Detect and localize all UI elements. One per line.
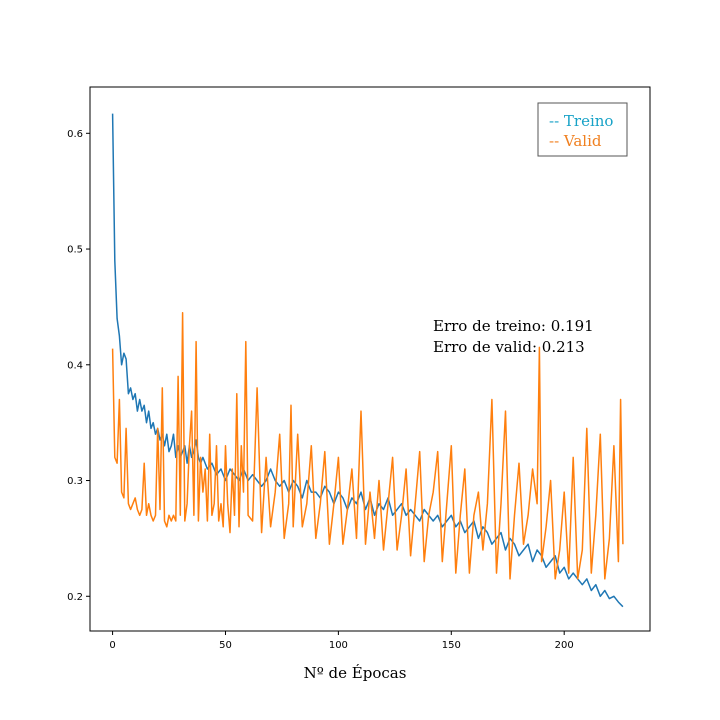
legend-entry-valid: -- Valid [549, 132, 602, 150]
series-line-valid [111, 311, 624, 580]
legend-box [537, 102, 628, 157]
annotation-valid-error: Erro de valid: 0.213 [433, 338, 585, 356]
annotation-train-error: Erro de treino: 0.191 [433, 317, 594, 335]
y-tick-label: 0.6 [67, 129, 83, 140]
y-tick-label: 0.2 [67, 592, 83, 603]
x-tick-label: 0 [109, 640, 115, 651]
x-tick-label: 100 [329, 640, 348, 651]
y-tick-label: 0.3 [67, 476, 83, 487]
legend: -- Treino -- Valid [537, 102, 628, 157]
x-tick-label: 200 [555, 640, 574, 651]
x-tick-label: 50 [219, 640, 232, 651]
legend-entry-treino: -- Treino [549, 112, 613, 130]
x-tick-label: 150 [442, 640, 461, 651]
x-axis: 0 50 100 150 200 [109, 631, 574, 651]
y-axis: 0.2 0.3 0.4 0.5 0.6 [67, 129, 90, 603]
x-axis-label: Nº de Épocas [304, 664, 407, 682]
y-tick-label: 0.4 [67, 360, 83, 371]
plot-area [89, 86, 651, 632]
series-lines [111, 113, 624, 608]
y-tick-label: 0.5 [67, 245, 83, 256]
